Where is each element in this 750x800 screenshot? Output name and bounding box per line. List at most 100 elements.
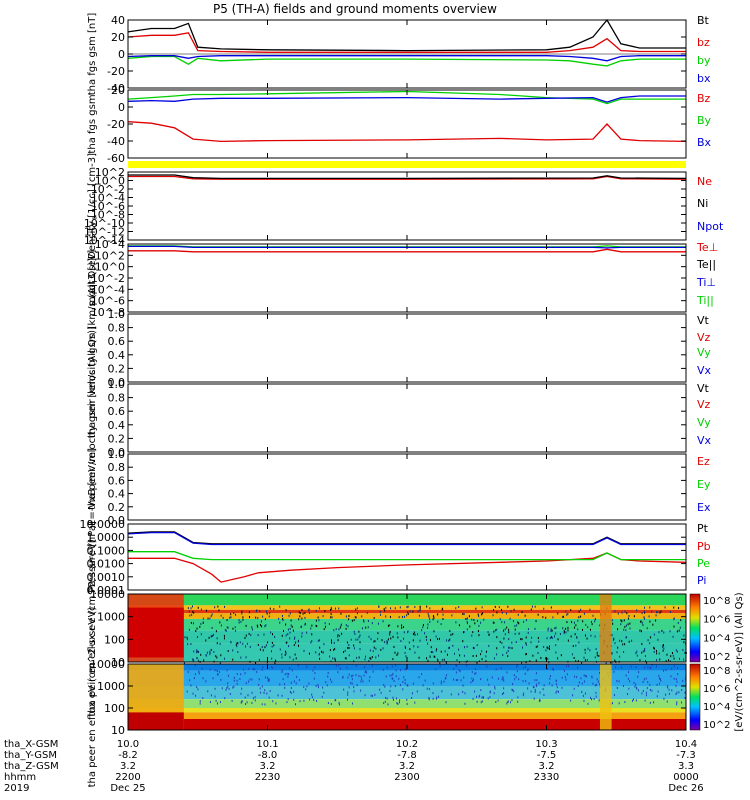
y-tick-label: 10^-2 [91,272,125,285]
spectrogram-speckle [244,645,246,648]
spectrogram-speckle [462,640,464,643]
spectrogram-speckle [323,628,325,631]
spectrogram-speckle [456,665,458,668]
spectrogram-speckle [681,688,683,691]
spectrogram-speckle [306,685,308,688]
spectrogram-speckle [268,678,270,681]
series-line-bx [127,55,686,62]
spectrogram-speckle [238,621,240,624]
series-line-Ne [128,175,687,180]
spectrogram-speckle [438,637,440,640]
spectrogram-speckle [268,615,270,618]
x-tick-label: 2230 [255,772,280,783]
spectrogram-speckle [283,629,285,632]
spectrogram-speckle [207,690,209,693]
spectrogram-speckle [251,678,253,681]
spectrogram-speckle [662,644,664,647]
spectrogram-speckle [574,675,576,678]
spectrogram-speckle [317,684,319,687]
spectrogram-speckle [495,668,497,671]
spectrogram-speckle [269,612,271,615]
spectrogram-speckle [308,611,310,614]
spectrogram-speckle [669,660,671,663]
spectrogram-speckle [303,685,305,688]
legend-Ne: Ne [697,175,712,188]
spectrogram-speckle [440,650,442,653]
spectrogram-speckle [455,621,457,624]
legend-Pt: Pt [697,522,709,535]
colorbar-tick-label: 10^6 [703,615,730,626]
spectrogram-speckle [279,621,281,624]
spectrogram-speckle [284,673,286,676]
spectrogram-speckle [219,621,221,624]
spectrogram-band [128,708,686,713]
spectrogram-speckle [429,620,431,623]
spectrogram-speckle [187,643,189,646]
colorbar-tick-label: 10^2 [703,720,730,731]
legend-Ni: Ni [697,197,708,210]
spectrogram-speckle [227,685,229,688]
spectrogram-speckle [582,628,584,631]
spectrogram-speckle [462,684,464,687]
spectrogram-speckle [338,607,340,610]
y-tick-label: 0 [118,48,125,61]
spectrogram-speckle [567,612,569,615]
spectrogram-speckle [440,682,442,685]
spectrogram-speckle [571,621,573,624]
y-tick-label: 40 [111,14,125,27]
spectrogram-speckle [591,676,593,679]
spectrogram-speckle [372,670,374,673]
spectrogram-speckle [274,636,276,639]
spectrogram-speckle [358,675,360,678]
spectrogram-speckle [626,636,628,639]
spectrogram-speckle [478,660,480,663]
spectrogram-speckle [553,668,555,671]
spectrogram-speckle [363,620,365,623]
spectrogram-speckle [327,701,329,704]
spectrogram-speckle [413,645,415,648]
spectrogram-speckle [547,657,549,660]
spectrogram-speckle [649,688,651,691]
spectrogram-speckle [190,607,192,610]
spectrogram-speckle [230,613,232,616]
spectrogram-speckle [374,640,376,643]
y-axis-label: E=-VxB [mV/m] [87,448,98,526]
spectrogram-speckle [379,688,381,691]
spectrogram-speckle [247,694,249,697]
spectrogram-speckle [230,616,232,619]
spectrogram-speckle [391,665,393,668]
spectrogram-speckle [401,616,403,619]
spectrogram-speckle [338,628,340,631]
spectrogram-speckle [259,623,261,626]
x-tick-label: 10.2 [396,739,418,750]
spectrogram-speckle [358,636,360,639]
spectrogram-speckle [299,615,301,618]
spectrogram-speckle [555,632,557,635]
panel-frame [127,453,687,521]
spectrogram-speckle [392,672,394,675]
spectrogram-speckle [511,688,513,691]
spectrogram-speckle [463,630,465,633]
spectrogram-speckle [196,651,198,654]
spectrogram-speckle [663,647,665,650]
spectrogram-early-core [128,607,184,658]
spectrogram-speckle [387,703,389,706]
y-tick-label: 10^4 [95,238,125,251]
spectrogram-speckle [614,659,616,662]
spectrogram-speckle [358,630,360,633]
spectrogram-speckle [474,690,476,693]
x-row-name: 2019 [4,783,29,794]
spectrogram-speckle [354,632,356,635]
spectrogram-speckle [251,701,253,704]
spectrogram-speckle [666,685,668,688]
spectrogram-speckle [192,610,194,613]
spectrogram-speckle [407,613,409,616]
spectrogram-speckle [308,652,310,655]
spectrogram-speckle [675,678,677,681]
spectrogram-speckle [242,616,244,619]
spectrogram-speckle [506,612,508,615]
spectrogram-speckle [402,626,404,629]
legend-Vz: Vz [697,331,711,344]
spectrogram-speckle [334,657,336,660]
spectrogram-speckle [485,655,487,658]
